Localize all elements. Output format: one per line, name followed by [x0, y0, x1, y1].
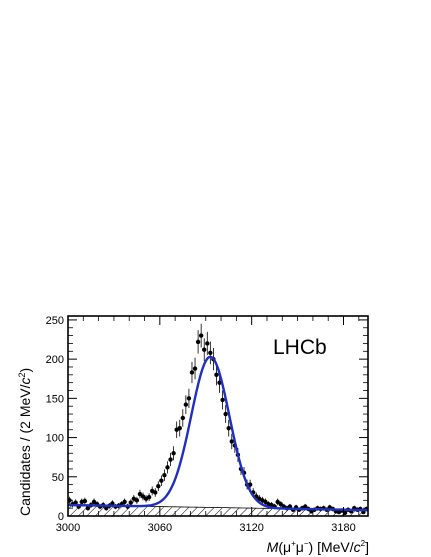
data-marker	[214, 372, 219, 378]
data-point	[159, 475, 164, 486]
y-tick-label: 50	[52, 472, 64, 484]
data-marker	[263, 499, 268, 505]
data-marker	[82, 498, 88, 504]
data-point	[165, 461, 170, 474]
data-marker	[208, 350, 213, 356]
data-marker	[73, 500, 78, 505]
data-marker	[171, 451, 176, 456]
x-tick-label: 3120	[239, 522, 263, 534]
data-marker	[180, 415, 185, 421]
data-marker	[226, 425, 231, 431]
data-marker	[183, 402, 189, 407]
data-marker	[122, 499, 127, 505]
data-marker	[303, 504, 308, 509]
y-tick-label: 250	[46, 315, 64, 327]
data-marker	[192, 366, 198, 371]
data-point	[128, 499, 133, 506]
data-marker	[202, 347, 207, 352]
x-tick-label: 3180	[331, 522, 355, 534]
data-marker	[156, 483, 161, 489]
axis-ticks: 0 50 100 150 200 250 3000 3060 3120 3180	[46, 315, 368, 534]
data-point	[137, 489, 143, 499]
data-marker	[198, 333, 204, 338]
data-marker	[165, 465, 170, 470]
data-marker	[223, 411, 228, 417]
data-point	[140, 492, 146, 501]
data-marker	[186, 396, 192, 401]
plot-frame	[67, 315, 369, 517]
data-point	[205, 331, 210, 356]
data-marker	[104, 505, 109, 511]
x-tick-label: 3000	[56, 522, 80, 534]
data-point	[168, 452, 173, 467]
data-point	[192, 357, 198, 380]
data-marker	[229, 439, 234, 444]
data-marker	[85, 505, 91, 511]
data-marker	[275, 499, 280, 505]
data-marker	[189, 370, 195, 375]
data-point	[134, 496, 140, 504]
y-tick-label: 100	[46, 433, 64, 445]
data-point	[223, 405, 228, 423]
data-point	[153, 488, 158, 497]
data-point	[229, 433, 234, 450]
y-tick-label: 0	[58, 511, 64, 523]
data-marker	[205, 341, 210, 346]
data-point	[162, 469, 167, 481]
x-tick-label: 3060	[148, 522, 172, 534]
data-marker	[153, 490, 158, 495]
data-marker	[91, 499, 97, 505]
data-marker	[278, 502, 283, 507]
lhcb-label: LHCb	[273, 336, 327, 359]
data-point	[226, 419, 231, 437]
data-point	[177, 419, 182, 437]
data-point	[208, 341, 213, 365]
data-point	[198, 323, 204, 348]
data-marker	[140, 494, 146, 499]
data-point	[82, 497, 88, 505]
data-point	[275, 498, 280, 506]
data-point	[189, 361, 195, 384]
data-point	[146, 493, 152, 502]
data-marker	[146, 494, 152, 500]
data-point	[156, 481, 161, 492]
fit-curve	[68, 355, 368, 512]
data-marker	[220, 397, 225, 403]
data-marker	[134, 498, 140, 503]
data-point	[180, 409, 185, 427]
x-axis-label: M(μ+μ−) [MeV/c2]	[267, 539, 369, 555]
data-point	[220, 390, 225, 410]
data-point	[195, 330, 201, 354]
data-point	[263, 498, 268, 506]
data-marker	[137, 491, 143, 497]
y-axis-label: Candidates / (2 MeV/c2)	[17, 368, 33, 516]
y-tick-label: 200	[46, 354, 64, 366]
data-point	[278, 501, 283, 508]
data-point	[171, 446, 176, 461]
data-marker	[162, 473, 167, 478]
data-marker	[177, 425, 182, 431]
data-point	[91, 498, 97, 506]
data-marker	[159, 478, 164, 483]
data-marker	[128, 500, 133, 505]
data-marker	[195, 339, 201, 345]
y-tick-label: 150	[46, 393, 64, 405]
data-marker	[168, 457, 173, 462]
data-point	[186, 388, 192, 408]
data-point	[202, 338, 207, 362]
data-point	[183, 395, 189, 414]
data-point	[122, 498, 127, 506]
